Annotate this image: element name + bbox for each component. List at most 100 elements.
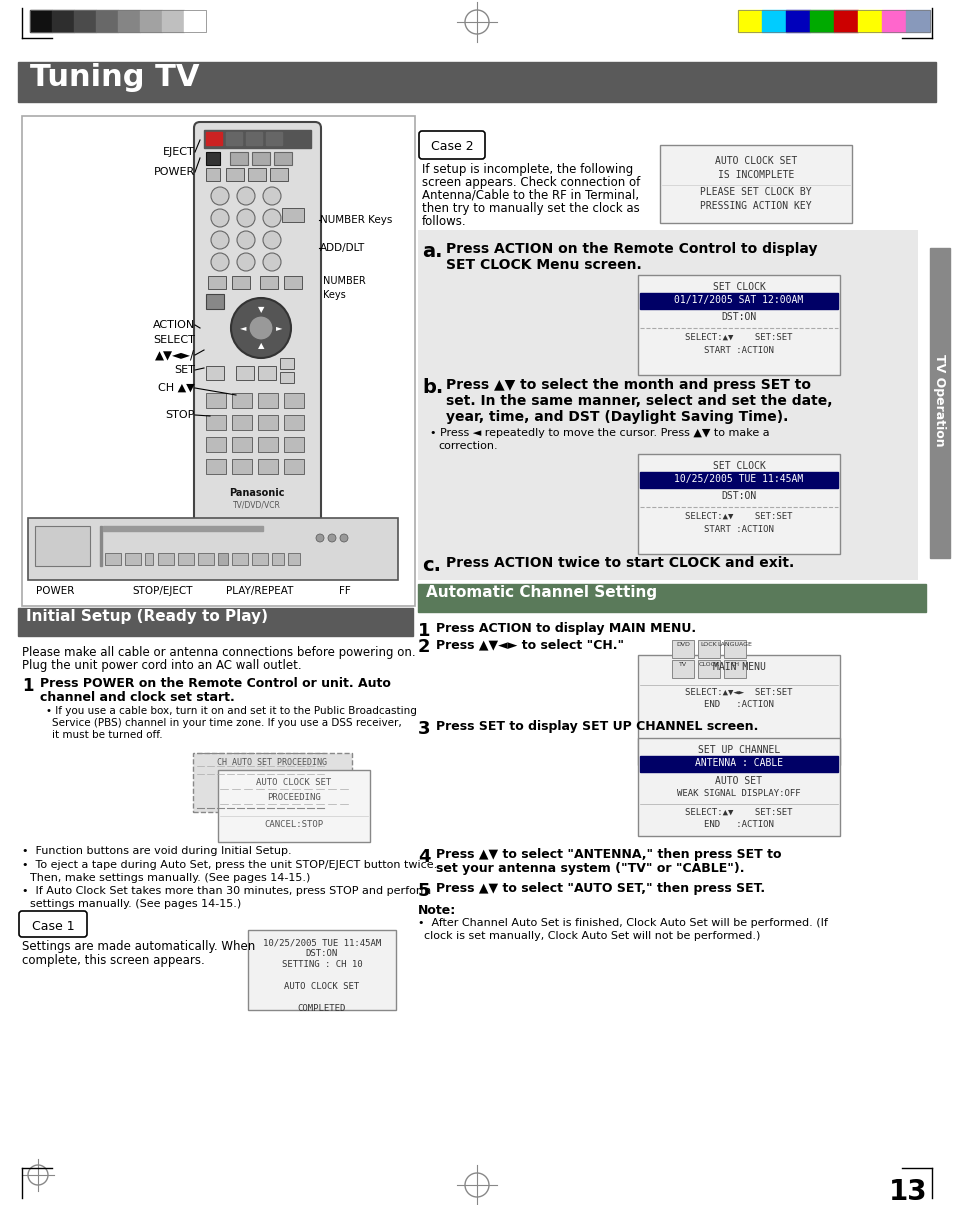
- Text: complete, this screen appears.: complete, this screen appears.: [22, 954, 205, 966]
- Text: then try to manually set the clock as: then try to manually set the clock as: [421, 202, 639, 214]
- Bar: [257, 437, 277, 452]
- Bar: [417, 584, 925, 612]
- Text: PRESSING ACTION KEY: PRESSING ACTION KEY: [700, 201, 811, 211]
- Text: DST:ON: DST:ON: [306, 950, 337, 958]
- Text: CLOCK: CLOCK: [698, 662, 719, 668]
- Bar: [266, 133, 282, 145]
- Text: ANTENNA : CABLE: ANTENNA : CABLE: [694, 758, 782, 768]
- Bar: [35, 527, 90, 566]
- Bar: [235, 366, 253, 380]
- Text: PLEASE SET CLOCK BY: PLEASE SET CLOCK BY: [700, 187, 811, 196]
- Text: LANGUAGE: LANGUAGE: [717, 642, 752, 647]
- Bar: [638, 454, 840, 554]
- Text: SET: SET: [174, 365, 194, 375]
- Bar: [639, 756, 837, 772]
- Bar: [52, 10, 74, 33]
- Bar: [206, 393, 226, 408]
- Bar: [284, 437, 304, 452]
- Text: IS INCOMPLETE: IS INCOMPLETE: [717, 170, 793, 180]
- Bar: [723, 660, 745, 678]
- Text: settings manually. (See pages 14-15.): settings manually. (See pages 14-15.): [30, 899, 241, 909]
- Bar: [280, 372, 294, 383]
- Circle shape: [231, 298, 291, 358]
- Bar: [882, 10, 905, 33]
- Text: Initial Setup (Ready to Play): Initial Setup (Ready to Play): [26, 609, 268, 624]
- Bar: [206, 459, 226, 474]
- Text: clock is set manually, Clock Auto Set will not be performed.): clock is set manually, Clock Auto Set wi…: [423, 931, 760, 941]
- Text: If setup is incomplete, the following: If setup is incomplete, the following: [421, 163, 633, 176]
- Text: Press ▲▼◄► to select "CH.": Press ▲▼◄► to select "CH.": [436, 637, 623, 651]
- Text: MAIN MENU: MAIN MENU: [712, 662, 764, 672]
- Text: Press POWER on the Remote Control or unit. Auto: Press POWER on the Remote Control or uni…: [40, 677, 391, 690]
- Bar: [638, 275, 840, 375]
- Text: 1: 1: [417, 622, 430, 640]
- Circle shape: [236, 231, 254, 249]
- Bar: [761, 10, 785, 33]
- Text: CANCEL:STOP: CANCEL:STOP: [264, 819, 323, 829]
- Text: WEAK SIGNAL DISPLAY:OFF: WEAK SIGNAL DISPLAY:OFF: [677, 789, 800, 798]
- Bar: [226, 167, 244, 181]
- Bar: [659, 145, 851, 223]
- Bar: [105, 553, 121, 565]
- Bar: [248, 167, 266, 181]
- Circle shape: [236, 253, 254, 271]
- Circle shape: [328, 534, 335, 542]
- Text: CH AUTO SET PROCEEDING: CH AUTO SET PROCEEDING: [216, 758, 327, 768]
- Text: set. In the same manner, select and set the date,: set. In the same manner, select and set …: [446, 394, 832, 408]
- Bar: [232, 553, 248, 565]
- Text: Press ACTION twice to start CLOCK and exit.: Press ACTION twice to start CLOCK and ex…: [446, 556, 794, 570]
- Text: • Press ◄ repeatedly to move the cursor. Press ▲▼ to make a: • Press ◄ repeatedly to move the cursor.…: [430, 428, 769, 437]
- Bar: [284, 459, 304, 474]
- Bar: [671, 660, 693, 678]
- Bar: [206, 415, 226, 430]
- Text: year, time, and DST (Daylight Saving Time).: year, time, and DST (Daylight Saving Tim…: [446, 410, 787, 424]
- Bar: [252, 152, 270, 165]
- Bar: [232, 393, 252, 408]
- Text: Press ACTION on the Remote Control to display: Press ACTION on the Remote Control to di…: [446, 242, 817, 255]
- Bar: [232, 415, 252, 430]
- Text: SELECT:▲▼◄►  SET:SET: SELECT:▲▼◄► SET:SET: [684, 688, 792, 696]
- Text: Antenna/Cable to the RF in Terminal,: Antenna/Cable to the RF in Terminal,: [421, 189, 639, 202]
- Circle shape: [315, 534, 324, 542]
- Circle shape: [249, 316, 273, 340]
- Text: POWER: POWER: [153, 167, 194, 177]
- Text: Press SET to display SET UP CHANNEL screen.: Press SET to display SET UP CHANNEL scre…: [436, 721, 758, 733]
- Text: TV Operation: TV Operation: [933, 354, 945, 446]
- Circle shape: [211, 208, 229, 227]
- Bar: [738, 10, 761, 33]
- Bar: [206, 366, 224, 380]
- Text: 4: 4: [417, 848, 430, 866]
- Text: TV/DVD/VCR: TV/DVD/VCR: [233, 501, 280, 510]
- Bar: [284, 393, 304, 408]
- Bar: [118, 10, 140, 33]
- Bar: [230, 152, 248, 165]
- Text: set your antenna system ("TV" or "CABLE").: set your antenna system ("TV" or "CABLE"…: [436, 862, 743, 875]
- Bar: [638, 656, 840, 765]
- Text: AUTO CLOCK SET: AUTO CLOCK SET: [256, 778, 332, 787]
- Bar: [671, 640, 693, 658]
- Text: Press ▲▼ to select "ANTENNA," then press SET to: Press ▲▼ to select "ANTENNA," then press…: [436, 848, 781, 862]
- Text: it must be turned off.: it must be turned off.: [52, 730, 162, 740]
- Bar: [257, 415, 277, 430]
- Text: ▲▼◄►/: ▲▼◄►/: [154, 348, 194, 361]
- Text: TV: TV: [679, 662, 686, 668]
- Text: Press ACTION to display MAIN MENU.: Press ACTION to display MAIN MENU.: [436, 622, 696, 635]
- Text: SET CLOCK Menu screen.: SET CLOCK Menu screen.: [446, 258, 641, 272]
- Circle shape: [263, 187, 281, 205]
- Bar: [282, 208, 304, 222]
- Bar: [232, 459, 252, 474]
- Text: AUTO CLOCK SET: AUTO CLOCK SET: [284, 982, 359, 991]
- Text: CH ▲▼: CH ▲▼: [158, 383, 194, 393]
- Text: START :ACTION: START :ACTION: [703, 346, 773, 355]
- Circle shape: [263, 253, 281, 271]
- Bar: [18, 609, 413, 636]
- Bar: [206, 294, 224, 308]
- Text: DST:ON: DST:ON: [720, 312, 756, 322]
- Text: SELECT:▲▼    SET:SET: SELECT:▲▼ SET:SET: [684, 809, 792, 817]
- FancyBboxPatch shape: [418, 131, 484, 159]
- Text: Automatic Channel Setting: Automatic Channel Setting: [426, 584, 657, 600]
- Bar: [698, 640, 720, 658]
- Text: Press ▲▼ to select the month and press SET to: Press ▲▼ to select the month and press S…: [446, 378, 810, 392]
- Text: •  After Channel Auto Set is finished, Clock Auto Set will be performed. (If: • After Channel Auto Set is finished, Cl…: [417, 918, 827, 928]
- Text: FF: FF: [338, 586, 351, 596]
